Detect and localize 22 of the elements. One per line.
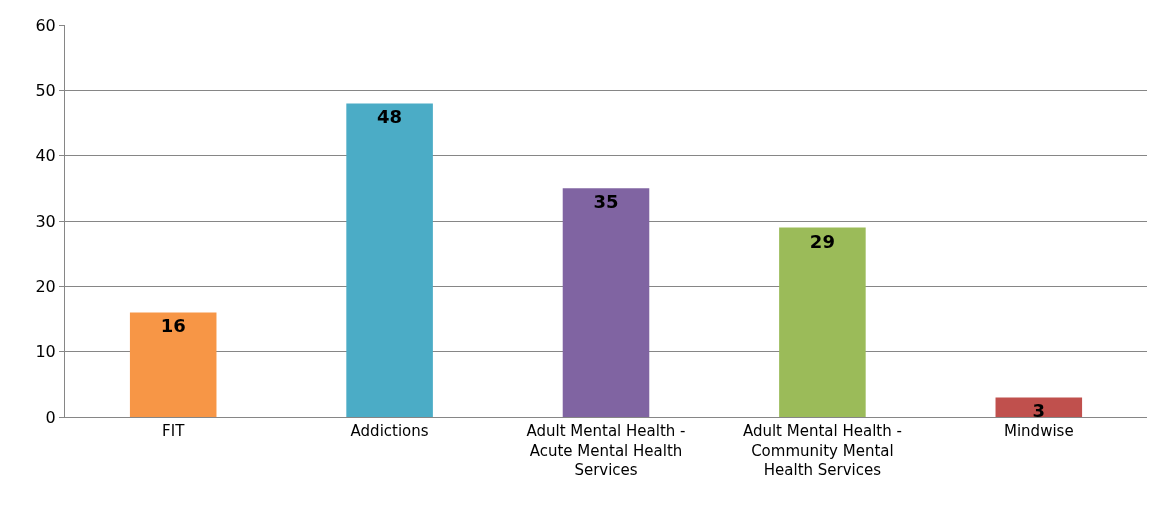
data-label: 16 — [160, 315, 186, 337]
y-tick-label: 10 — [35, 342, 56, 362]
x-tick-label: Adult Mental Health - Acute Mental Health Services — [526, 422, 686, 479]
x-tick-label: FIT — [162, 422, 186, 440]
y-tick-label: 40 — [35, 146, 56, 166]
data-label: 48 — [377, 106, 403, 128]
x-tick-label: Addictions — [350, 422, 429, 440]
bar — [129, 312, 217, 417]
y-tick-label: 50 — [35, 80, 56, 100]
y-tick-label: 60 — [35, 15, 56, 35]
x-tick-label: Adult Mental Health - Community Mental Health Services — [742, 422, 902, 479]
y-tick-label: 20 — [35, 276, 56, 296]
bar — [779, 227, 866, 417]
y-tick-label: 30 — [35, 211, 56, 231]
y-tick-label: 0 — [45, 407, 56, 427]
bar — [995, 397, 1083, 417]
bar — [562, 188, 650, 417]
data-label: 35 — [593, 191, 619, 213]
data-label: 3 — [1032, 400, 1046, 422]
data-label: 29 — [809, 230, 835, 252]
bar — [346, 103, 433, 417]
x-tick-label: Mindwise — [1003, 422, 1074, 440]
